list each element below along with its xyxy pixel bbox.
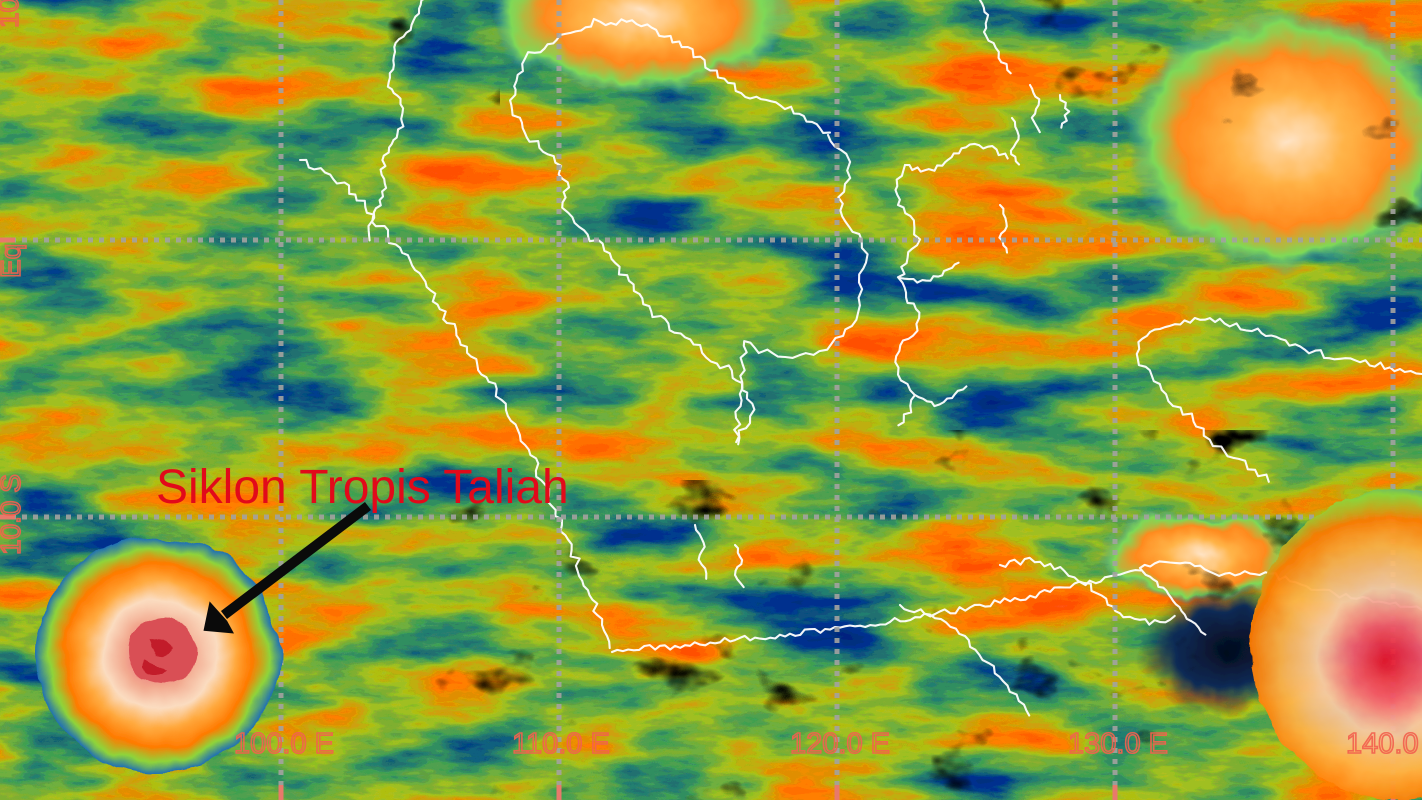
svg-text:10.0 N: 10.0 N bbox=[0, 0, 24, 28]
svg-text:120.0 E: 120.0 E bbox=[790, 728, 890, 760]
svg-text:110.0 E: 110.0 E bbox=[512, 728, 610, 760]
svg-text:10.0 S: 10.0 S bbox=[0, 474, 26, 555]
svg-text:130.0 E: 130.0 E bbox=[1068, 728, 1168, 760]
svg-text:140.0 E: 140.0 E bbox=[1346, 728, 1422, 760]
svg-text:Eq: Eq bbox=[0, 244, 26, 278]
svg-text:100.0 E: 100.0 E bbox=[234, 728, 334, 760]
